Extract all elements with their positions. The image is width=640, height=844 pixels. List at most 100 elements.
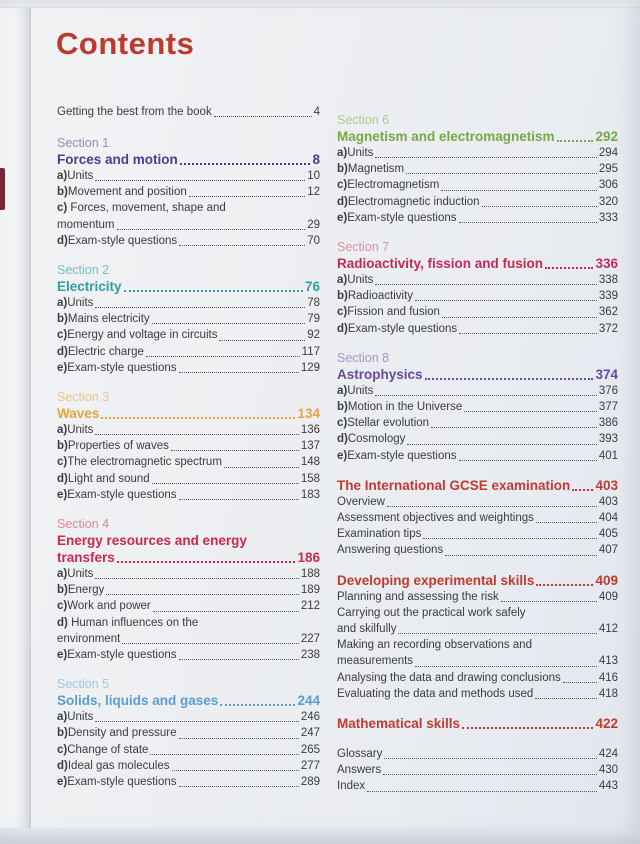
page-number: 292 <box>595 129 618 144</box>
dot-leader <box>179 163 311 165</box>
page-number: 238 <box>300 649 320 662</box>
dot-leader <box>101 417 296 420</box>
dot-leader <box>462 727 594 730</box>
entry-text: Electric charge <box>67 345 144 358</box>
dot-leader <box>535 522 597 524</box>
page-number: 78 <box>307 297 320 310</box>
toc-entry: measurements 413 <box>337 653 618 669</box>
dot-leader <box>441 316 597 318</box>
dot-leader <box>556 140 594 142</box>
dot-leader <box>458 222 597 224</box>
toc-entry: e) Exam-style questions 333 <box>337 210 618 226</box>
entry-text: Units <box>347 147 374 159</box>
toc-entry: b) Density and pressure 247 <box>57 725 320 741</box>
entry-text: and skilfully <box>337 623 397 636</box>
toc-entry: a) Units 78 <box>57 295 320 311</box>
entry-prefix: c) <box>57 202 71 215</box>
entry-prefix: d) <box>57 472 68 485</box>
toc-section: Section 7 Radioactivity, fission and fusi… <box>337 239 618 337</box>
section-title-row: Radioactivity, fission and fusion 336 <box>337 255 618 272</box>
section-title-text: Radioactivity, fission and fusion <box>337 256 544 272</box>
toc-entry: and skilfully 412 <box>337 621 618 637</box>
entry-prefix: a) <box>57 170 68 182</box>
page-number: 401 <box>598 449 618 462</box>
entry-prefix: c) <box>57 743 68 756</box>
dot-leader <box>545 267 594 270</box>
toc-entry: c) Stellar evolution 386 <box>337 415 618 431</box>
section-title-row: transfers 186 <box>57 549 320 566</box>
entry-prefix: d) <box>337 433 348 446</box>
section-title-row: Developing experimental skills 409 <box>337 572 618 589</box>
section-label: Section 8 <box>337 350 390 365</box>
dot-leader <box>572 488 594 491</box>
page-number: 295 <box>598 163 618 176</box>
entry-text: Cosmology <box>347 433 406 446</box>
page-number: 212 <box>300 600 320 613</box>
toc-entry: Analysing the data and drawing conclusio… <box>337 670 618 686</box>
dot-leader <box>151 323 306 325</box>
entry-text: Density and pressure <box>67 727 177 740</box>
toc-entry: c) Fission and fusion 362 <box>337 304 618 320</box>
entry-text: Electromagnetism <box>347 179 440 192</box>
section-title-text: Mathematical skills <box>337 716 461 732</box>
entry-text: Answering questions <box>337 544 444 557</box>
page-number: 403 <box>595 477 618 493</box>
toc-entry: b) Properties of waves 137 <box>57 438 320 454</box>
page-number: 372 <box>598 322 618 335</box>
entry-text: Work and power <box>67 600 151 613</box>
dot-leader <box>171 770 299 772</box>
page-number: 409 <box>598 590 618 603</box>
entry-text: Exam-style questions <box>347 322 458 335</box>
page-number: 377 <box>598 401 618 414</box>
toc-entry: b) Movement and position 12 <box>57 184 320 200</box>
dot-leader <box>383 774 597 776</box>
toc-section: Section 4 Energy resources and energy tran… <box>57 516 320 663</box>
toc-entry: b) Magnetism 295 <box>337 161 618 177</box>
toc-column-left: Getting the best from the book 4 Section… <box>57 104 320 803</box>
page-number: 247 <box>300 727 320 740</box>
toc-section: Section 8 Astrophysics 374 a) Units 376 b) Mo… <box>337 350 618 464</box>
entry-text: Exam-style questions <box>67 488 177 501</box>
entry-prefix: a) <box>57 424 68 437</box>
toc-entry: d) Electromagnetic induction 320 <box>337 194 618 210</box>
section-label: Section 3 <box>57 390 110 405</box>
page-number: 29 <box>307 218 320 231</box>
toc-entry: a) Units 136 <box>57 422 320 438</box>
toc-column-right: Section 6 Magnetism and electromagnetism 2… <box>337 112 618 808</box>
page-number: 70 <box>307 234 320 247</box>
page-number: 246 <box>300 711 320 724</box>
dot-leader <box>178 499 299 501</box>
entry-text: Exam-style questions <box>67 776 177 789</box>
page-number: 277 <box>300 759 320 772</box>
toc-entry: Glossary 424 <box>337 746 618 762</box>
toc-section: Glossary 424 Answers 430 Index 443 <box>337 746 618 795</box>
dot-leader <box>464 411 597 413</box>
dot-leader <box>116 561 296 564</box>
entry-text: measurements <box>337 655 414 668</box>
entry-prefix: d) <box>337 195 348 208</box>
dot-leader <box>213 116 312 117</box>
section-label: Section 7 <box>337 240 390 255</box>
toc-entry-line: Carrying out the practical work safely <box>337 605 618 621</box>
page-title: Contents <box>56 26 195 61</box>
toc-entry: c) Change of state 265 <box>57 742 320 758</box>
entry-text: Assessment objectives and weightings <box>337 512 534 525</box>
entry-prefix: d) <box>57 234 68 247</box>
toc-entry: Answers 430 <box>337 762 618 778</box>
dot-leader <box>150 753 299 755</box>
section-title-text: Solids, liquids and gases <box>57 693 219 709</box>
dot-leader <box>535 698 597 700</box>
section-title-row: Solids, liquids and gases 244 <box>57 692 320 709</box>
page-number: 148 <box>300 456 320 469</box>
section-title-text: Magnetism and electromagnetism <box>337 129 555 144</box>
entry-text: Magnetism <box>347 163 405 176</box>
entry-prefix: c) <box>337 417 348 430</box>
entry-text: Change of state <box>67 743 149 756</box>
toc-entry: Examination tips 405 <box>337 526 618 542</box>
toc-section: Section 1 Forces and motion 8 a) Units 10 b) … <box>57 135 320 249</box>
entry-text: momentum <box>57 218 115 231</box>
entry-prefix: b) <box>337 163 348 176</box>
dot-leader <box>423 538 597 540</box>
dot-leader <box>220 704 296 707</box>
